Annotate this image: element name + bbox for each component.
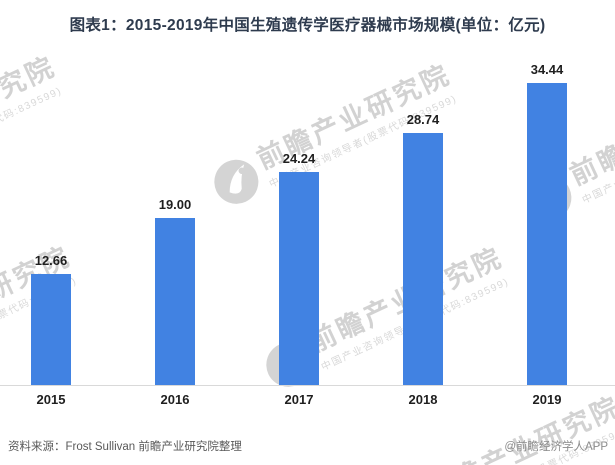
- bar-value-label: 28.74: [406, 112, 440, 127]
- source-note: 资料来源：Frost Sullivan 前瞻产业研究院整理: [8, 441, 242, 453]
- bar-group: 12.66: [0, 53, 113, 385]
- bar-value-label: 34.44: [530, 62, 564, 77]
- x-axis-tick-label: 2017: [284, 392, 314, 407]
- bar-group: 28.74: [361, 53, 485, 385]
- x-axis-tick-label: 2015: [36, 392, 66, 407]
- bar-value-label: 12.66: [34, 253, 68, 268]
- bar: [527, 83, 567, 385]
- footer: 资料来源：Frost Sullivan 前瞻产业研究院整理 @前瞻经济学人APP: [8, 438, 608, 454]
- bar-value-label: 24.24: [282, 151, 316, 166]
- bar: [155, 218, 195, 385]
- bar-group: 34.44: [485, 53, 609, 385]
- plot-area: 12.66 19.00 24.24 28.74 34.44: [0, 53, 615, 385]
- x-axis-tick-label: 2016: [160, 392, 190, 407]
- x-axis-tick-label: 2019: [532, 392, 562, 407]
- credit-note: @前瞻经济学人APP: [504, 441, 608, 453]
- bar: [31, 274, 71, 385]
- x-axis-labels: 2015 2016 2017 2018 2019: [0, 392, 615, 408]
- bar-group: 24.24: [237, 53, 361, 385]
- x-axis-line: [0, 385, 615, 386]
- chart-title: 图表1：2015-2019年中国生殖遗传学医疗器械市场规模(单位：亿元): [69, 17, 546, 34]
- bar: [403, 133, 443, 385]
- bar-value-label: 19.00: [158, 197, 192, 212]
- bar: [279, 172, 319, 385]
- x-axis-tick-label: 2018: [408, 392, 438, 407]
- bar-group: 19.00: [113, 53, 237, 385]
